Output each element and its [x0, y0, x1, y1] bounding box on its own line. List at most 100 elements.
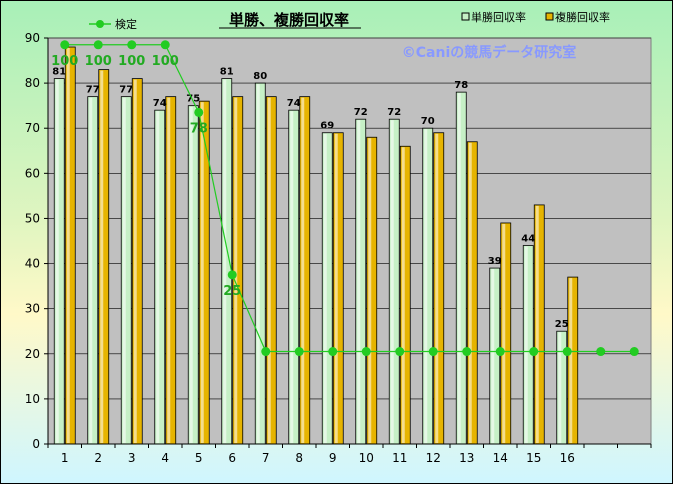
bar-win-value-label: 74: [287, 98, 301, 109]
bar-win-value-label: 70: [421, 116, 435, 127]
test-line-point: [227, 270, 237, 280]
test-line-label: 78: [190, 121, 208, 136]
y-tick-label: 10: [25, 392, 40, 406]
x-tick-label: 13: [459, 451, 474, 465]
y-axis: 0 10 20 30 40 50 60 70 80 90: [25, 31, 49, 451]
bar-highlight: [323, 133, 327, 443]
y-tick-label: 90: [25, 31, 40, 45]
x-tick-label: 12: [426, 451, 441, 465]
test-line-point: [294, 347, 304, 357]
plot-area: [47, 37, 652, 445]
test-line-point: [462, 347, 472, 357]
bar-highlight: [122, 97, 126, 444]
x-tick-label: 7: [262, 451, 270, 465]
bar-win-value-label: 39: [488, 256, 502, 267]
bar-highlight: [569, 278, 573, 443]
bar-highlight: [66, 48, 70, 444]
test-line-point: [93, 40, 103, 50]
legend-place: 複勝回収率: [545, 10, 610, 24]
watermark: ©Caniの競馬データ研究室: [402, 44, 577, 61]
legend-win-label: 単勝回収率: [471, 10, 526, 24]
y-tick-label: 70: [25, 121, 40, 135]
bar-win-value-label: 75: [186, 94, 200, 105]
bar-highlight: [535, 205, 539, 443]
bar-highlight: [55, 79, 59, 443]
y-tick-label: 20: [25, 347, 40, 361]
bar-highlight: [435, 133, 439, 443]
legend-test: 検定: [89, 17, 137, 31]
legend-test-marker: [96, 20, 104, 28]
chart-title: 単勝、複勝回収率: [229, 11, 349, 29]
x-tick-label: 11: [392, 451, 407, 465]
x-tick-label: 15: [526, 451, 541, 465]
test-line-point: [428, 347, 438, 357]
bar-win-value-label: 72: [387, 107, 401, 118]
bar-highlight: [368, 138, 372, 443]
y-tick-label: 30: [25, 302, 40, 316]
bar-highlight: [290, 111, 294, 443]
x-tick-label: 8: [295, 451, 303, 465]
test-line-point: [529, 347, 539, 357]
test-line-path: [64, 44, 635, 353]
bar-highlight: [133, 79, 137, 443]
x-axis: 1 2 3 4 5 6 7 8 9 10 11 12 13 14 15 16: [47, 443, 652, 465]
bar-highlight: [491, 269, 495, 443]
bar-highlight: [223, 79, 227, 443]
legend-place-swatch: [545, 12, 554, 21]
x-tick-label: 14: [493, 451, 508, 465]
bar-win-value-label: 81: [220, 67, 234, 78]
y-tick-label: 40: [25, 257, 40, 271]
bar-win-value-label: 74: [153, 98, 167, 109]
test-line-point: [328, 347, 338, 357]
bar-highlight: [424, 129, 428, 443]
x-tick-label: 16: [560, 451, 575, 465]
bar-win-value-label: 81: [52, 67, 66, 78]
bar-win-value-label: 78: [454, 80, 468, 91]
y-tick-label: 60: [25, 166, 40, 180]
bar-highlight: [401, 147, 405, 443]
bar-highlight: [558, 332, 562, 443]
y-tick-label: 50: [25, 211, 40, 225]
bar-highlight: [89, 97, 93, 444]
test-line-point: [60, 40, 70, 50]
x-tick-label: 6: [228, 451, 236, 465]
data-labels: 81 77 77 74 75 81 80 74 69 72 72 70 78 39 44 25: [52, 67, 568, 331]
bar-win-value-label: 80: [253, 71, 267, 82]
bar-win-value-label: 72: [354, 107, 368, 118]
test-line: 100 100 100 100 78 25: [51, 40, 639, 357]
bar-win-value-label: 77: [86, 85, 100, 96]
test-line-point: [629, 347, 639, 357]
bar-highlight: [357, 120, 361, 443]
bar-highlight: [100, 70, 104, 444]
x-tick-label: 10: [359, 451, 374, 465]
test-line-point: [395, 347, 405, 357]
test-line-point: [361, 347, 371, 357]
bar-highlight: [200, 102, 204, 444]
test-line-label: 25: [223, 284, 241, 299]
bar-highlight: [457, 93, 461, 443]
test-line-point: [160, 40, 170, 50]
legend-place-label: 複勝回収率: [555, 10, 610, 24]
test-line-point: [127, 40, 137, 50]
test-line-point: [495, 347, 505, 357]
gridlines: [48, 37, 651, 400]
legend-win-swatch: [461, 12, 470, 21]
test-line-label: 100: [85, 54, 112, 69]
bar-highlight: [234, 97, 238, 444]
test-line-label: 100: [152, 54, 179, 69]
test-line-point: [596, 347, 606, 357]
legend-test-label: 検定: [115, 17, 137, 31]
bar-highlight: [334, 133, 338, 443]
bar-win-value-label: 44: [521, 234, 535, 245]
test-line-label: 100: [51, 54, 78, 69]
bar-win-value-label: 77: [119, 85, 133, 96]
bar-highlight: [524, 246, 528, 443]
x-tick-label: 9: [329, 451, 337, 465]
x-tick-label: 2: [94, 451, 102, 465]
bar-win-value-label: 69: [320, 121, 334, 132]
x-tick-label: 1: [61, 451, 69, 465]
test-line-point: [261, 347, 271, 357]
bar-highlight: [167, 97, 171, 444]
